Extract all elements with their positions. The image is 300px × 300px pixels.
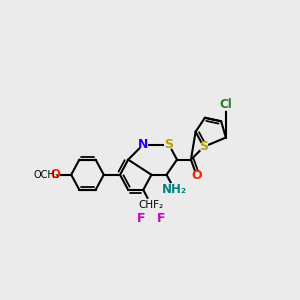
Circle shape xyxy=(165,140,173,149)
Circle shape xyxy=(157,215,164,223)
Text: OCH₃: OCH₃ xyxy=(34,170,60,180)
Circle shape xyxy=(51,171,59,178)
Circle shape xyxy=(193,172,200,180)
Text: CHF₂: CHF₂ xyxy=(139,200,164,210)
Text: F: F xyxy=(157,212,165,225)
Circle shape xyxy=(145,199,158,212)
Circle shape xyxy=(168,183,182,197)
Text: O: O xyxy=(191,169,202,182)
Circle shape xyxy=(137,215,145,223)
Circle shape xyxy=(139,140,148,149)
Text: NH₂: NH₂ xyxy=(162,183,187,196)
Circle shape xyxy=(39,167,54,182)
Text: F: F xyxy=(137,212,145,225)
Text: S: S xyxy=(199,140,208,153)
Text: S: S xyxy=(164,138,173,151)
Circle shape xyxy=(200,143,208,151)
Circle shape xyxy=(221,100,231,110)
Text: Cl: Cl xyxy=(220,98,232,112)
Text: O: O xyxy=(50,168,60,181)
Text: N: N xyxy=(138,138,148,151)
